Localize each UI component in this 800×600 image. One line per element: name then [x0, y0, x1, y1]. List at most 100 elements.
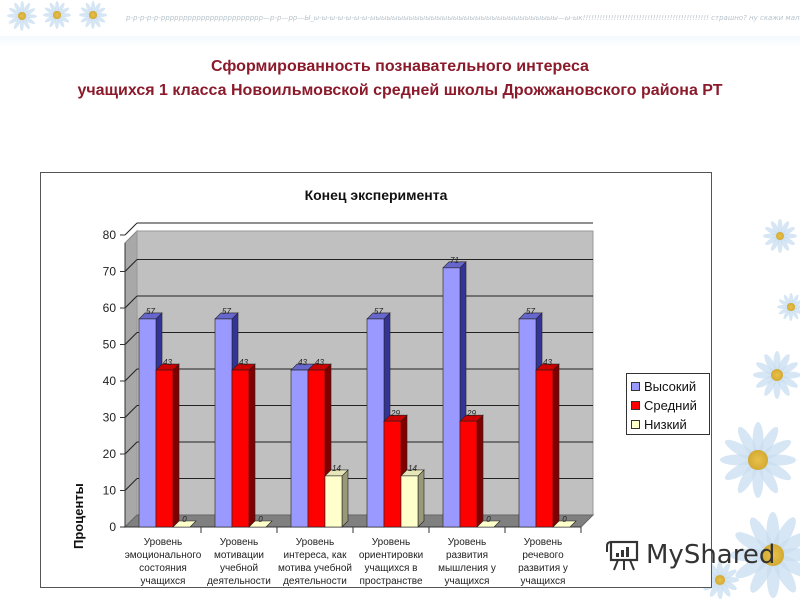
- legend-label-high: Высокий: [644, 379, 697, 394]
- y-tick-label: 10: [103, 484, 117, 498]
- x-category-label: Уровень: [220, 537, 259, 548]
- bar-1: [535, 369, 554, 528]
- x-category-label: мышления у: [438, 563, 496, 574]
- header-divider: [0, 36, 800, 48]
- watermark-logo: MyShared: [606, 538, 775, 572]
- y-tick-label: 70: [103, 265, 117, 279]
- x-category-label: учащихся: [445, 576, 490, 587]
- legend-label-medium: Средний: [644, 398, 697, 413]
- data-label: 43: [239, 358, 248, 367]
- data-label: 57: [374, 307, 383, 316]
- legend-swatch-high: [631, 382, 640, 391]
- bar-2: [400, 475, 419, 528]
- bar-1: [459, 420, 478, 528]
- bar-side: [172, 363, 180, 528]
- data-label: 14: [408, 464, 417, 473]
- x-category-label: пространстве: [359, 576, 423, 587]
- bar-0: [214, 318, 233, 528]
- data-label: 14: [332, 464, 341, 473]
- y-tick-label: 40: [103, 374, 117, 388]
- x-category-label: мотива учебной: [278, 562, 352, 574]
- x-category-label: речевого: [522, 550, 564, 561]
- bar-flat: [248, 520, 273, 528]
- data-label: 29: [466, 409, 476, 418]
- x-category-label: развития у: [518, 563, 568, 574]
- daisy-icon: [752, 350, 800, 400]
- bar-0: [138, 318, 157, 528]
- ticker-text: р-р-р-р-р-ррррррррррррррррррррррр—р-р—рр…: [126, 14, 800, 22]
- bar-chart: 0 10 20 30 40 50 60 70 80 57 43 0 Уровень эмоциональн…: [103, 222, 595, 587]
- x-category-label: деятельности: [283, 576, 347, 587]
- data-label: 29: [390, 409, 400, 418]
- y-tick-label: 0: [109, 520, 116, 534]
- daisy-icon: [728, 510, 800, 600]
- bar-1: [231, 369, 250, 528]
- bar-flat: [172, 520, 197, 528]
- y-tick-label: 80: [103, 228, 117, 242]
- x-category-label: Уровень: [296, 537, 335, 548]
- y-tick-label: 50: [103, 338, 117, 352]
- header-band: [0, 0, 800, 36]
- x-category-label: ориентировки: [359, 550, 423, 561]
- bar-0: [290, 369, 309, 528]
- x-category-label: состояния: [139, 563, 187, 574]
- data-label: 0: [486, 515, 491, 524]
- bar-0: [518, 318, 537, 528]
- bar-2: [324, 475, 343, 528]
- gridline-side: [124, 368, 138, 382]
- legend-item-high: Высокий: [631, 377, 705, 396]
- x-category-label: интереса, как: [284, 550, 348, 561]
- legend-swatch-medium: [631, 401, 640, 410]
- daisy-icon: [762, 218, 798, 254]
- y-tick-label: 30: [103, 411, 117, 425]
- data-label: 43: [298, 358, 307, 367]
- y-tick-label: 20: [103, 447, 117, 461]
- x-category-label: учебной: [220, 562, 258, 574]
- x-category-label: Уровень: [524, 537, 563, 548]
- x-category-label: мотивации: [214, 550, 264, 561]
- chart-title: Конец эксперимента: [304, 187, 448, 203]
- gridline-side: [124, 478, 138, 491]
- data-label: 57: [146, 307, 155, 316]
- data-label: 0: [562, 515, 567, 524]
- legend-item-low: Низкий: [631, 415, 705, 434]
- daisy-icon: [42, 0, 72, 30]
- data-label: 0: [258, 515, 263, 524]
- gridline-side: [124, 222, 138, 236]
- bar-side: [248, 363, 256, 528]
- data-label: 57: [526, 307, 535, 316]
- gridline-side: [124, 441, 138, 455]
- bar-1: [155, 369, 174, 528]
- daisy-icon: [700, 560, 740, 600]
- watermark-text: MyShared: [646, 540, 776, 570]
- legend-label-low: Низкий: [644, 417, 687, 432]
- data-label: 43: [163, 358, 172, 367]
- bar-side: [476, 414, 484, 528]
- bar-flat: [552, 520, 577, 528]
- bar-1: [383, 420, 402, 528]
- x-category-label: учащихся: [141, 576, 186, 587]
- gridline-side: [124, 295, 138, 309]
- bar-1: [307, 369, 326, 528]
- presentation-board-icon: [606, 540, 639, 571]
- gridline-side: [124, 405, 138, 418]
- gridline-side: [124, 259, 138, 272]
- legend-item-medium: Средний: [631, 396, 705, 415]
- bar-side: [417, 469, 425, 528]
- bar-flat: [476, 520, 501, 528]
- x-category-label: Уровень: [144, 537, 183, 548]
- daisy-icon: [78, 0, 108, 30]
- x-category-label: учащихся: [521, 576, 566, 587]
- chart-container: Конец эксперимента Проценты 0 10 20 30 40 50 6…: [40, 172, 712, 588]
- bar-side: [341, 469, 349, 528]
- data-label: 43: [315, 358, 324, 367]
- data-label: 71: [450, 256, 459, 265]
- bar-0: [442, 267, 461, 528]
- chart-legend: Высокий Средний Низкий: [626, 373, 710, 435]
- x-category-label: эмоционального: [125, 550, 202, 561]
- slide-title-line2: учащихся 1 класса Новоильмовской средней…: [77, 82, 723, 99]
- x-category-label: учащихся в: [365, 563, 418, 574]
- daisy-icon: [6, 0, 38, 32]
- data-label: 0: [182, 515, 187, 524]
- x-category-label: развития: [446, 550, 488, 561]
